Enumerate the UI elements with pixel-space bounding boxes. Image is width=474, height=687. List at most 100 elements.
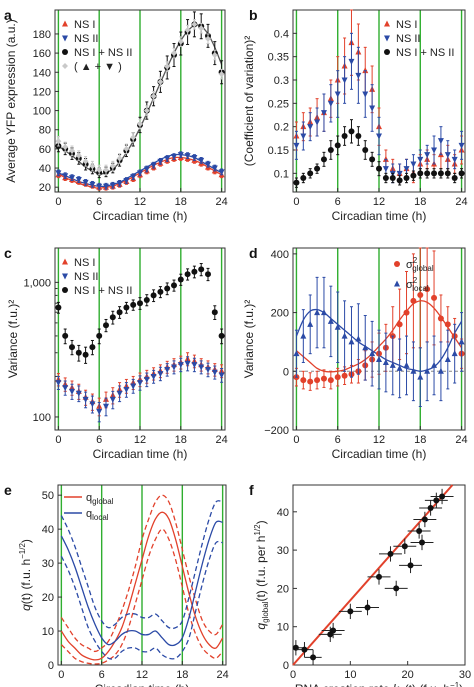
data-point	[417, 373, 424, 380]
data-point	[427, 504, 434, 511]
data-point	[103, 403, 109, 410]
data-point	[69, 344, 75, 351]
panel-letter-f: f	[249, 482, 254, 498]
legend: qglobal qlocal	[64, 492, 114, 522]
data-point	[96, 183, 103, 190]
data-point	[164, 285, 171, 292]
data-point	[123, 145, 130, 152]
data-point	[396, 177, 403, 184]
panel-a: a 0 6 12 18 24 20 40 60 80 100 120 140 160 180 Circadia…	[4, 7, 228, 223]
data-point	[123, 304, 130, 311]
data-point	[96, 408, 103, 415]
data-point	[164, 63, 171, 70]
series-ns-ii	[293, 32, 465, 184]
data-point-group	[393, 538, 417, 554]
data-point-group	[419, 500, 443, 516]
y-axis-title: (Coefficient of variation)²	[242, 36, 256, 167]
data-point	[382, 175, 389, 181]
data-point	[362, 147, 369, 153]
data-point	[355, 72, 362, 79]
data-point	[177, 152, 184, 159]
data-point	[424, 170, 431, 177]
data-point	[96, 332, 103, 339]
y-tick-label: 40	[39, 163, 51, 175]
y-tick-label: 20	[39, 182, 51, 194]
data-point	[376, 573, 382, 580]
data-point	[424, 367, 431, 374]
data-point	[458, 142, 465, 149]
legend-label: qglobal	[86, 492, 114, 506]
data-point	[130, 174, 137, 181]
confidence-band-line	[60, 540, 223, 660]
x-tick-label: 6	[335, 434, 341, 446]
data-point	[55, 170, 62, 177]
data-point	[123, 386, 130, 393]
data-point	[171, 50, 177, 57]
data-point	[431, 170, 438, 177]
series-ns-ii	[55, 151, 225, 190]
data-point	[116, 180, 123, 187]
data-point	[89, 163, 96, 170]
data-point	[103, 166, 109, 173]
data-point	[334, 91, 341, 98]
x-tick-label: 12	[373, 434, 385, 446]
data-point	[437, 315, 444, 322]
data-point	[355, 133, 362, 139]
x-tick-label: 12	[136, 669, 148, 681]
data-point	[75, 349, 82, 356]
x-tick-label: 24	[217, 669, 229, 681]
x-tick-label: 18	[175, 196, 187, 208]
data-point	[362, 344, 369, 351]
x-tick-label: 12	[373, 196, 385, 208]
data-point	[300, 133, 307, 140]
data-point	[143, 376, 150, 383]
data-point	[150, 93, 157, 100]
data-point	[341, 372, 348, 379]
legend: NS I NS II NS I + NS II ( ▲ + ▼ )	[62, 19, 132, 73]
y-tick-label: 40	[42, 524, 54, 536]
data-point-group	[430, 488, 454, 505]
data-point	[307, 124, 314, 131]
legend-label: NS I	[396, 19, 417, 31]
data-point	[444, 170, 451, 177]
data-point	[433, 497, 440, 504]
legend-marker	[394, 280, 400, 287]
data-point	[205, 161, 211, 168]
data-point	[150, 162, 157, 169]
panel-letter-c: c	[4, 245, 12, 261]
x-tick-label: 0	[55, 196, 61, 208]
series-band-5	[60, 540, 223, 660]
data-point	[314, 165, 321, 172]
data-point-group	[379, 546, 402, 562]
data-point	[327, 100, 334, 107]
legend-marker	[394, 261, 400, 267]
x-tick-label: 18	[176, 669, 188, 681]
y-tick-label: 100	[33, 106, 51, 118]
x-axis-title: Circadian time (h)	[332, 447, 427, 461]
x-tick-label: 12	[134, 196, 146, 208]
data-point	[62, 385, 69, 392]
data-point	[177, 276, 184, 283]
data-point-group	[399, 557, 422, 574]
y-axis-title: Variance (f.u.)²	[242, 300, 256, 378]
data-point	[396, 364, 403, 371]
data-point	[444, 152, 451, 159]
data-point	[431, 147, 438, 154]
data-point	[171, 282, 177, 289]
x-tick-label: 30	[459, 669, 471, 681]
panel-letter-e: e	[4, 482, 12, 498]
data-point	[171, 154, 177, 161]
data-point-group	[384, 580, 408, 597]
panel-b: b 0 6 12 18 24 0.1 0.15 0.2 0.25 0.3 0.35 0.4 Circadi…	[242, 7, 468, 223]
data-point	[307, 378, 314, 385]
data-point	[341, 77, 348, 84]
data-point	[334, 374, 341, 381]
legend-label: NS II	[74, 271, 98, 283]
data-point	[116, 309, 123, 316]
data-point	[300, 377, 307, 384]
data-point	[362, 91, 369, 98]
panel-letter-a: a	[4, 7, 12, 23]
data-point	[327, 317, 334, 324]
data-point	[403, 175, 410, 181]
legend-marker	[384, 20, 390, 27]
